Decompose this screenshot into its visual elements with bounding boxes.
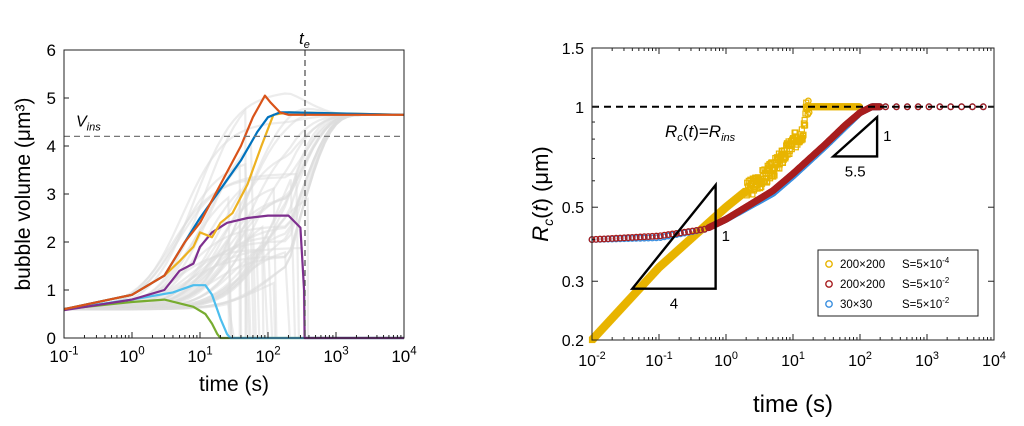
y-tick-label: 5 [47,89,56,108]
x-tick-label: 104 [391,345,417,366]
series-markers-2 [588,103,987,243]
y-tick-label: 2 [47,233,56,252]
right-chart: 0.2 0.3 0.5 1 1.5 10-2 10-1 100 101 102 103 104 Rc(… [528,41,1006,418]
series-marker [644,233,652,240]
slope-triangle-0 [629,181,717,290]
series-marker [689,227,696,235]
series-marker [685,228,692,236]
x-tick-label: 101 [187,345,212,366]
series-marker [632,233,640,241]
y-tick-label: 0.2 [562,333,584,350]
series-marker [776,165,783,172]
series-marker [672,229,680,237]
series-marker [660,231,668,239]
slope-rise-label: 1 [883,128,891,145]
series-line-0 [63,298,404,340]
x-tick-label: 102 [848,350,872,370]
legend-s-label: S=5×10-2 [902,276,949,291]
series-marker [628,233,636,241]
y-tick-label: 0.3 [562,274,584,291]
right-slope-triangles: 415.51 [629,114,891,313]
series-marker [693,226,700,234]
slope-triangle-1 [830,114,879,158]
series-marker [771,172,778,179]
x-tick-label: 102 [255,345,280,366]
series-line-5 [63,94,404,311]
series-marker [681,228,688,236]
slope-run-label: 4 [670,296,678,313]
left-x-axis-label: time (s) [199,373,269,396]
right-x-axis-label: time (s) [753,391,833,418]
legend-marker [825,300,833,308]
legend-size-label: 200×200 [840,259,885,271]
series-marker [604,235,612,243]
series-marker [608,235,616,242]
legend-box [817,249,979,317]
y-tick-label: 3 [47,185,56,204]
y-tick-label: 1 [47,281,56,300]
series-marker [958,103,966,111]
legend-size-label: 200×200 [840,279,885,291]
background-curve [64,302,235,339]
legend-marker [825,260,833,268]
legend-s-label: S=5×10-2 [902,296,949,311]
right-legend: 200×200 S=5×10-4 200×200 S=5×10-2 30×30 S=5×1… [817,249,979,317]
series-marker [600,235,608,243]
right-ticks: 0.2 0.3 0.5 1 1.5 10-2 10-1 100 101 102 103 104 [562,41,1006,370]
right-reference-label: Rc(t)=Rins [665,122,736,144]
x-tick-label: 10-1 [645,350,672,370]
left-series-group [63,94,405,340]
x-tick-label: 100 [119,345,144,366]
legend-s-label: S=5×10-4 [902,256,950,271]
left-t-e-label: te [299,29,310,51]
legend-size-label: 30×30 [840,299,872,311]
x-tick-label: 100 [714,350,738,370]
x-tick-label: 104 [982,350,1006,370]
series-marker [788,146,795,153]
series-marker [640,233,648,241]
series-marker [624,234,632,242]
slope-rise-label: 1 [722,228,730,245]
series-marker [652,232,660,240]
x-tick-label: 10-2 [578,350,605,370]
slope-run-label: 5.5 [845,163,866,180]
series-marker [800,131,807,138]
series-marker [620,234,628,242]
y-tick-label: 0.5 [562,200,584,217]
y-tick-label: 6 [47,41,56,60]
series-line-1 [63,284,404,340]
series-marker [596,235,604,243]
series-line-3 [63,111,405,311]
y-tick-label: 1.5 [562,41,584,58]
x-tick-label: 10-1 [49,345,78,366]
left-v-ins-label: Vins [76,113,101,133]
x-tick-label: 103 [323,345,348,366]
series-marker [648,232,656,240]
left-axes-frame [63,49,405,339]
left-y-axis-label: bubble volume (μm³) [12,98,35,291]
y-tick-label: 1 [575,100,584,117]
x-tick-label: 103 [915,350,939,370]
series-marker [636,233,644,241]
series-marker [664,231,672,239]
x-tick-label: 101 [781,350,805,370]
series-marker [612,234,620,242]
series-marker [697,226,704,234]
right-y-axis-label: Rc(t) (μm) [528,146,556,241]
series-markers-1 [588,103,987,243]
series-marker [616,234,624,242]
y-tick-label: 0 [47,329,56,348]
y-tick-label: 4 [47,137,56,156]
left-chart: 0 1 2 3 4 5 6 10-1 100 101 102 103 104 Vins te time … [12,29,417,396]
legend-marker [825,280,833,288]
series-line-2 [63,214,404,340]
series-marker [801,122,809,129]
series-marker [656,232,664,240]
background-curve [64,178,297,339]
left-ticks: 0 1 2 3 4 5 6 10-1 100 101 102 103 104 [47,41,418,366]
